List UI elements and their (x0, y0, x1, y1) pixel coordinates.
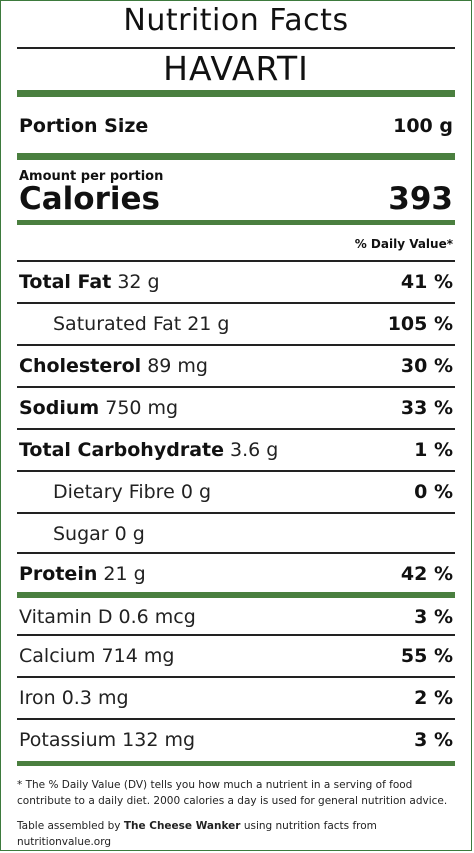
portion-row: Portion Size 100 g (19, 106, 453, 146)
nutrient-pct: 30 % (400, 355, 453, 377)
vitamin-pct: 55 % (400, 645, 453, 667)
nutrient-amount: 3.6 g (230, 439, 279, 461)
divider (17, 470, 455, 472)
nutrient-row-sugar: Sugar 0 g (53, 514, 453, 554)
footnote: * The % Daily Value (DV) tells you how m… (17, 779, 448, 807)
vitamin-amount: 714 mg (101, 645, 175, 667)
nutrient-row-cholesterol: Cholesterol 89 mg 30 % (19, 346, 453, 386)
credit-line: Table assembled by The Cheese Wanker usi… (17, 818, 455, 850)
divider (17, 386, 455, 388)
nutrient-amount: 21 g (187, 313, 230, 335)
vitamin-amount: 132 mg (122, 729, 196, 751)
divider-green (17, 761, 455, 766)
calories-value: 393 (388, 181, 453, 217)
nutrient-row-total-fat: Total Fat 32 g 41 % (19, 262, 453, 302)
product-name: HAVARTI (163, 49, 309, 88)
nutrient-name: Protein (19, 563, 98, 585)
divider (17, 428, 455, 430)
nutrient-amount: 0 g (180, 481, 212, 503)
vitamin-row-calcium: Calcium 714 mg 55 % (19, 636, 453, 676)
nutrient-name: Sugar (53, 523, 109, 545)
nutrient-row-sodium: Sodium 750 mg 33 % (19, 388, 453, 428)
divider (17, 344, 455, 346)
nutrient-row-total-carbohydrate: Total Carbohydrate 3.6 g 1 % (19, 430, 453, 470)
divider (17, 302, 455, 304)
nutrient-row-dietary-fibre: Dietary Fibre 0 g 0 % (53, 472, 453, 512)
credit-suffix: using nutrition facts from nutritionvalu… (17, 820, 377, 848)
nutrient-name: Saturated Fat (53, 313, 182, 335)
calories-label: Calories (19, 181, 160, 217)
nutrient-amount: 32 g (117, 271, 160, 293)
portion-value: 100 g (393, 115, 453, 137)
nutrient-name: Total Carbohydrate (19, 439, 224, 461)
amount-per-portion: Amount per portion (19, 169, 164, 184)
nutrient-pct: 0 % (414, 481, 453, 503)
vitamin-row-potassium: Potassium 132 mg 3 % (19, 720, 453, 760)
label-title: Nutrition Facts (123, 3, 349, 38)
vitamin-pct: 2 % (414, 687, 453, 709)
nutrient-name: Cholesterol (19, 355, 142, 377)
nutrient-amount: 89 mg (147, 355, 208, 377)
credit-prefix: Table assembled by (17, 820, 121, 832)
nutrient-name: Total Fat (19, 271, 112, 293)
nutrient-pct: 41 % (400, 271, 453, 293)
nutrient-amount: 0 g (114, 523, 145, 545)
divider-green (17, 592, 455, 598)
nutrient-pct: 42 % (400, 563, 453, 585)
divider (17, 512, 455, 514)
nutrient-pct: 105 % (387, 313, 453, 335)
vitamin-name: Calcium (19, 645, 96, 667)
portion-label: Portion Size (19, 115, 149, 137)
divider-green (17, 90, 455, 97)
nutrient-amount: 21 g (103, 563, 146, 585)
daily-value-header: % Daily Value* (354, 237, 453, 251)
divider (17, 260, 455, 262)
vitamin-name: Vitamin D (19, 606, 113, 628)
nutrient-pct: 33 % (400, 397, 453, 419)
divider-green (17, 220, 455, 225)
calories-row: Calories 393 (19, 181, 453, 217)
divider (17, 718, 455, 720)
vitamin-amount: 0.6 mcg (118, 606, 196, 628)
divider (17, 47, 455, 49)
vitamin-name: Iron (19, 687, 56, 709)
nutrient-name: Dietary Fibre (53, 481, 175, 503)
divider (17, 552, 455, 554)
vitamin-row-iron: Iron 0.3 mg 2 % (19, 678, 453, 718)
vitamin-name: Potassium (19, 729, 117, 751)
nutrient-row-protein: Protein 21 g 42 % (19, 554, 453, 594)
vitamin-pct: 3 % (414, 729, 453, 751)
divider (17, 676, 455, 678)
divider (17, 634, 455, 636)
divider-green (17, 153, 455, 160)
nutrient-pct: 1 % (414, 439, 453, 461)
nutrient-amount: 750 mg (105, 397, 179, 419)
nutrient-row-saturated-fat: Saturated Fat 21 g 105 % (53, 304, 453, 344)
vitamin-pct: 3 % (414, 606, 453, 628)
nutrient-name: Sodium (19, 397, 100, 419)
vitamin-row-vitamin-d: Vitamin D 0.6 mcg 3 % (19, 597, 453, 637)
vitamin-amount: 0.3 mg (61, 687, 129, 709)
credit-author: The Cheese Wanker (123, 820, 241, 832)
